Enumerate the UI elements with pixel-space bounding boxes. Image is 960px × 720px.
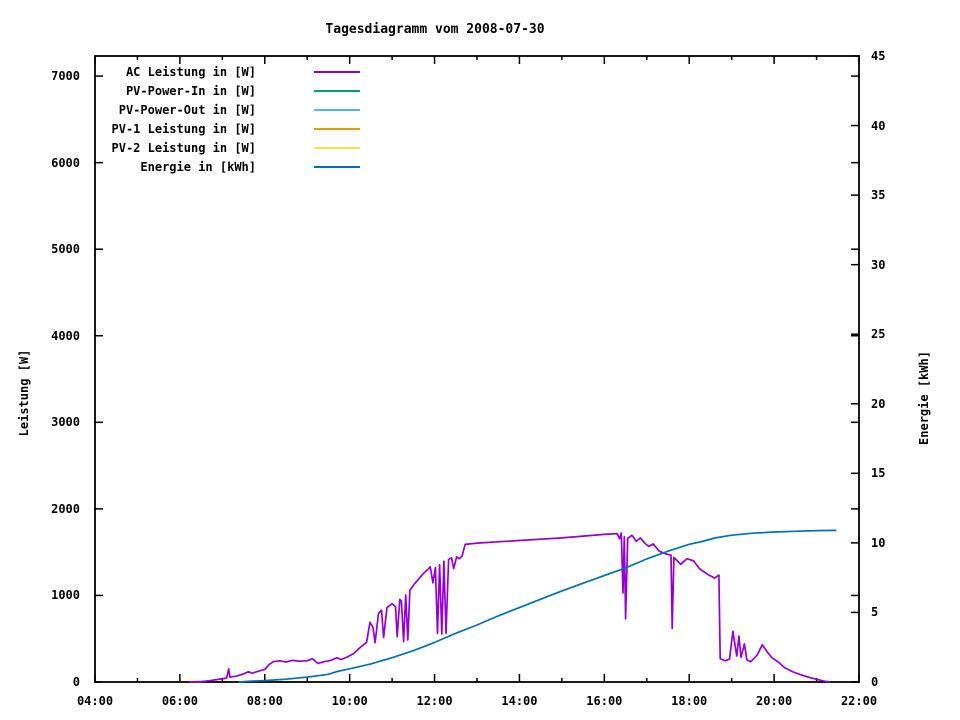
x-tick-label: 04:00 [76, 694, 114, 708]
y-tick-label: 3000 [51, 415, 80, 430]
y2-tick-label: 45 [871, 49, 886, 63]
legend-label: PV-1 Leistung in [W] [111, 121, 257, 136]
y2-tick-label: 25 [871, 327, 886, 342]
legend-line-sample [314, 127, 360, 130]
x-tick-label: 12:00 [416, 694, 453, 708]
y2-tick-label: 5 [871, 605, 879, 620]
y-tick-label: 0 [72, 675, 80, 689]
legend-row: Energie in [kWh] [98, 157, 360, 176]
y-tick-label: 4000 [51, 328, 80, 343]
y2-tick-label: 40 [871, 118, 886, 133]
y-tick-label: 1000 [51, 588, 80, 603]
chart-title: Tagesdiagramm vom 2008-07-30 [325, 22, 545, 37]
legend-label: Energie in [kWh] [140, 159, 256, 174]
legend-row: PV-1 Leistung in [W] [98, 119, 360, 138]
legend-label: PV-Power-Out in [W] [118, 102, 256, 117]
legend-line-sample [314, 70, 360, 73]
x-tick-label: 10:00 [331, 694, 368, 708]
y2-tick-label: 30 [871, 257, 886, 272]
y2-tick-label: 0 [871, 675, 879, 689]
y-tick-label: 7000 [51, 69, 80, 84]
legend-line-sample [314, 89, 360, 92]
y-tick-label: 5000 [51, 242, 80, 257]
legend-line-sample [314, 165, 360, 168]
legend-label: AC Leistung in [W] [125, 64, 256, 79]
y-tick-label: 2000 [51, 501, 80, 516]
y-axis-label: Leistung [W] [17, 349, 31, 437]
x-tick-label: 20:00 [756, 694, 793, 708]
legend-row: PV-2 Leistung in [W] [98, 138, 360, 157]
x-tick-label: 06:00 [161, 694, 198, 708]
y2-tick-label: 10 [871, 535, 886, 550]
legend-line-sample [314, 146, 360, 149]
x-tick-label: 08:00 [246, 694, 283, 708]
series-ac-leistung-in-w [188, 532, 831, 683]
y2-tick-label: 15 [871, 466, 886, 481]
series-energie-in-kwh [238, 529, 837, 683]
legend-line-sample [314, 108, 360, 111]
x-tick-label: 16:00 [586, 694, 623, 708]
legend-row: AC Leistung in [W] [98, 62, 360, 81]
x-tick-label: 22:00 [840, 694, 878, 708]
y2-tick-label: 35 [871, 188, 886, 203]
legend-label: PV-2 Leistung in [W] [111, 140, 257, 155]
legend: AC Leistung in [W] PV-Power-In in [W] PV-P… [98, 62, 360, 176]
legend-row: PV-Power-Out in [W] [98, 100, 360, 119]
x-tick-label: 18:00 [671, 694, 708, 708]
y-tick-label: 6000 [51, 155, 80, 170]
x-tick-label: 14:00 [501, 694, 538, 708]
legend-label: PV-Power-In in [W] [125, 83, 256, 98]
y2-tick-label: 20 [871, 396, 886, 411]
legend-row: PV-Power-In in [W] [98, 81, 360, 100]
